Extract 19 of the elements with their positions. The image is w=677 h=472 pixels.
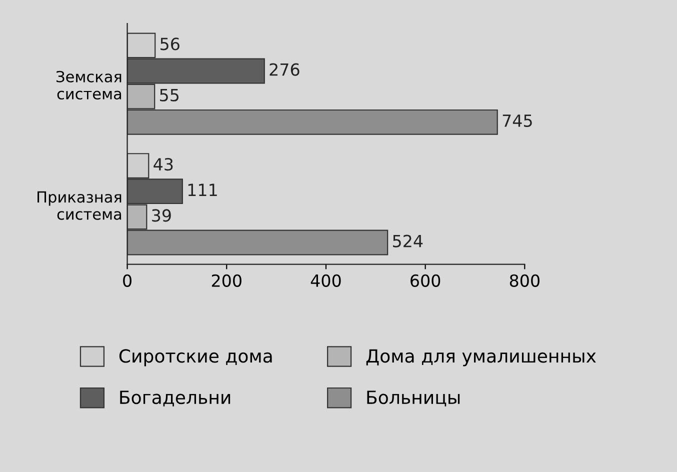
legend-label: Сиротские дома	[119, 349, 272, 366]
legend-label: Больницы	[367, 390, 460, 406]
data-label: 56	[160, 38, 180, 50]
data-label: 43	[154, 158, 173, 171]
y-tick-label: Приказная система	[38, 191, 122, 220]
x-tick-label: 800	[510, 274, 540, 287]
legend-label: Дома для умалишенных	[366, 349, 596, 366]
data-label: 276	[270, 63, 300, 76]
data-label: 524	[393, 234, 423, 248]
data-label: 111	[188, 184, 217, 196]
x-tick-label: 400	[310, 274, 341, 287]
legend-label: Богадельни	[120, 390, 230, 406]
x-tick-label: 600	[410, 274, 440, 287]
x-tick-label: 200	[212, 274, 242, 287]
data-label: 745	[502, 114, 532, 127]
data-label: 55	[160, 89, 179, 102]
data-label: 39	[152, 209, 171, 222]
x-tick-label: 0	[123, 274, 132, 287]
y-tick-label: Земская система	[56, 70, 122, 100]
